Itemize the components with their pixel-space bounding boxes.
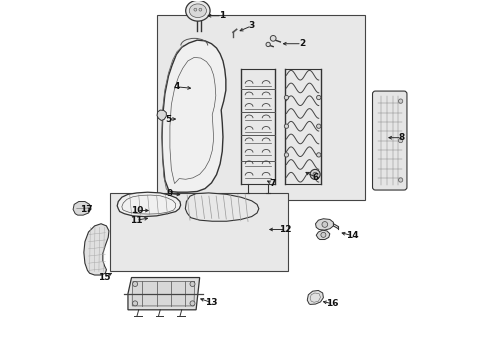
Polygon shape [185,193,258,221]
Circle shape [320,232,325,237]
Circle shape [190,301,195,306]
FancyBboxPatch shape [110,193,287,271]
Polygon shape [117,192,180,217]
Circle shape [284,95,288,100]
Circle shape [284,153,288,157]
Circle shape [270,36,276,41]
Circle shape [398,99,402,103]
Circle shape [398,138,402,143]
Polygon shape [128,278,199,310]
Text: 12: 12 [279,225,291,234]
Circle shape [309,170,320,179]
Text: 6: 6 [312,173,318,182]
Text: 3: 3 [248,21,254,30]
Circle shape [199,8,202,11]
Circle shape [132,301,137,306]
Text: 4: 4 [173,82,179,91]
Text: 14: 14 [345,231,358,240]
Polygon shape [73,202,91,215]
Text: 1: 1 [218,11,224,20]
Text: 9: 9 [166,189,173,198]
Text: 13: 13 [205,298,217,307]
Polygon shape [306,291,323,305]
Text: 16: 16 [325,299,338,308]
Circle shape [316,95,320,100]
Circle shape [132,282,137,287]
Circle shape [316,153,320,157]
FancyBboxPatch shape [372,91,406,190]
Text: 8: 8 [398,133,404,142]
Circle shape [265,42,270,46]
Circle shape [321,222,327,227]
Ellipse shape [185,0,210,21]
Polygon shape [132,282,194,306]
Polygon shape [316,230,329,239]
Circle shape [284,124,288,129]
Polygon shape [83,224,109,275]
Circle shape [312,172,317,176]
Text: 2: 2 [298,39,305,48]
Text: 15: 15 [98,273,110,282]
Text: 11: 11 [130,216,142,225]
Text: 7: 7 [269,179,275,188]
Circle shape [398,178,402,182]
Text: 10: 10 [130,206,143,215]
Circle shape [190,282,195,287]
Polygon shape [157,110,166,121]
FancyBboxPatch shape [156,15,364,200]
Circle shape [194,8,196,11]
Text: 17: 17 [80,205,92,214]
Polygon shape [315,219,333,230]
Ellipse shape [189,4,206,18]
Text: 5: 5 [165,114,171,123]
Polygon shape [162,40,225,192]
Circle shape [316,124,320,129]
